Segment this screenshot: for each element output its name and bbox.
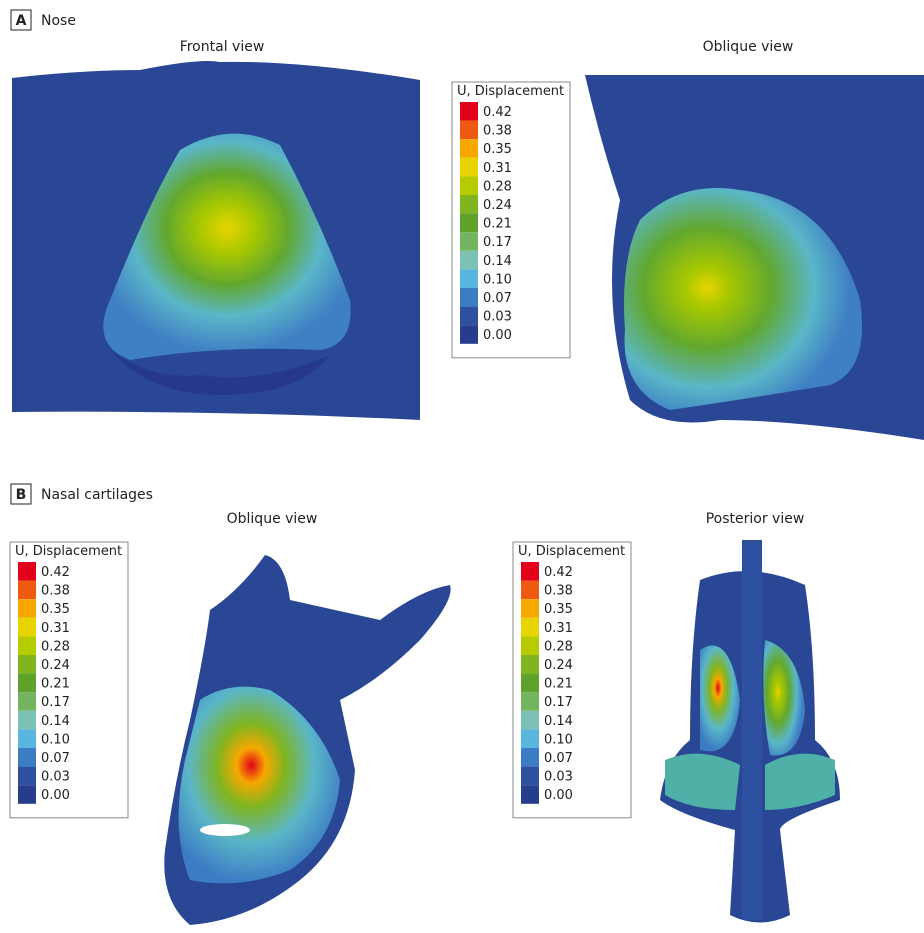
cartilage-posterior-render bbox=[660, 540, 840, 923]
oblique-nose-render bbox=[585, 75, 924, 440]
legend-title: U, Displacement bbox=[15, 544, 122, 559]
legend-swatch bbox=[18, 599, 36, 618]
legend-label: 0.03 bbox=[544, 770, 573, 785]
legend-swatch bbox=[460, 214, 478, 233]
legend-label: 0.17 bbox=[483, 235, 512, 250]
legend-label: 0.24 bbox=[41, 658, 70, 673]
legend-swatch bbox=[521, 562, 539, 581]
legend-swatch bbox=[460, 121, 478, 140]
panel-title: Nose bbox=[41, 13, 76, 29]
legend-label: 0.14 bbox=[41, 714, 70, 729]
legend-label: 0.31 bbox=[544, 621, 573, 636]
legend-swatch bbox=[521, 599, 539, 618]
legend-label: 0.03 bbox=[41, 770, 70, 785]
view-label: Frontal view bbox=[180, 39, 265, 55]
legend-swatch bbox=[18, 562, 36, 581]
legend-swatch bbox=[460, 232, 478, 251]
legend-swatch bbox=[521, 636, 539, 655]
legend-label: 0.21 bbox=[483, 217, 512, 232]
legend-swatch bbox=[18, 655, 36, 674]
view-label: Oblique view bbox=[227, 511, 318, 527]
legend-swatch bbox=[521, 692, 539, 711]
color-legend: U, Displacement 0.42 0.38 0.35 0.31 0.28 0.24 0… bbox=[513, 542, 631, 818]
panel-title: Nasal cartilages bbox=[41, 487, 153, 503]
legend-label: 0.24 bbox=[544, 658, 573, 673]
legend-swatch bbox=[521, 581, 539, 600]
legend-label: 0.38 bbox=[544, 584, 573, 599]
legend-swatch bbox=[521, 655, 539, 674]
legend-label: 0.14 bbox=[544, 714, 573, 729]
view-label: Posterior view bbox=[706, 511, 805, 527]
legend-label: 0.35 bbox=[41, 602, 70, 617]
legend-label: 0.28 bbox=[41, 639, 70, 654]
view-label: Oblique view bbox=[703, 39, 794, 55]
legend-swatch bbox=[460, 158, 478, 177]
figure-canvas: A Nose Frontal view Oblique view B Nasal… bbox=[0, 0, 924, 933]
legend-label: 0.38 bbox=[483, 124, 512, 139]
legend-label: 0.21 bbox=[41, 677, 70, 692]
legend-label: 0.10 bbox=[544, 732, 573, 747]
legend-label: 0.31 bbox=[41, 621, 70, 636]
legend-swatch bbox=[18, 618, 36, 637]
legend-swatch bbox=[460, 195, 478, 214]
legend-swatch bbox=[18, 729, 36, 748]
legend-swatch bbox=[460, 176, 478, 195]
legend-swatch bbox=[521, 711, 539, 730]
legend-swatch bbox=[521, 729, 539, 748]
legend-swatch bbox=[460, 288, 478, 307]
legend-swatch bbox=[18, 581, 36, 600]
frontal-nose-render bbox=[12, 61, 420, 420]
legend-label: 0.31 bbox=[483, 161, 512, 176]
legend-label: 0.42 bbox=[41, 565, 70, 580]
legend-swatch bbox=[460, 139, 478, 158]
legend-swatch bbox=[521, 748, 539, 767]
legend-swatch bbox=[521, 767, 539, 786]
legend-swatch bbox=[18, 692, 36, 711]
legend-label: 0.42 bbox=[544, 565, 573, 580]
legend-label: 0.07 bbox=[544, 751, 573, 766]
cartilage-oblique-render bbox=[164, 555, 450, 925]
legend-swatch bbox=[18, 767, 36, 786]
legend-label: 0.00 bbox=[544, 788, 573, 803]
legend-label: 0.38 bbox=[41, 584, 70, 599]
legend-swatch bbox=[460, 307, 478, 326]
legend-swatch bbox=[460, 102, 478, 121]
legend-label: 0.00 bbox=[41, 788, 70, 803]
legend-label: 0.42 bbox=[483, 105, 512, 120]
panel-letter: B bbox=[16, 487, 27, 503]
legend-swatch bbox=[460, 251, 478, 270]
color-legend: U, Displacement 0.42 0.38 0.35 0.31 0.28 0.24 0… bbox=[452, 82, 570, 358]
legend-swatch bbox=[521, 618, 539, 637]
legend-label: 0.07 bbox=[41, 751, 70, 766]
legend-swatch bbox=[460, 269, 478, 288]
legend-label: 0.35 bbox=[544, 602, 573, 617]
legend-swatch bbox=[18, 674, 36, 693]
legend-title: U, Displacement bbox=[518, 544, 625, 559]
legend-label: 0.03 bbox=[483, 310, 512, 325]
legend-label: 0.07 bbox=[483, 291, 512, 306]
legend-swatch bbox=[18, 711, 36, 730]
panel-letter: A bbox=[16, 13, 27, 29]
legend-label: 0.00 bbox=[483, 328, 512, 343]
legend-label: 0.21 bbox=[544, 677, 573, 692]
legend-label: 0.17 bbox=[41, 695, 70, 710]
figure: A Nose Frontal view Oblique view B Nasal… bbox=[0, 0, 924, 933]
legend-label: 0.14 bbox=[483, 254, 512, 269]
legend-label: 0.17 bbox=[544, 695, 573, 710]
legend-label: 0.24 bbox=[483, 198, 512, 213]
legend-label: 0.28 bbox=[483, 179, 512, 194]
legend-title: U, Displacement bbox=[457, 84, 564, 99]
legend-swatch bbox=[18, 748, 36, 767]
legend-swatch bbox=[460, 325, 478, 344]
legend-swatch bbox=[521, 785, 539, 804]
legend-swatch bbox=[18, 785, 36, 804]
legend-label: 0.28 bbox=[544, 639, 573, 654]
legend-swatch bbox=[18, 636, 36, 655]
legend-label: 0.10 bbox=[483, 272, 512, 287]
color-legend: U, Displacement 0.42 0.38 0.35 0.31 0.28 0.24 0… bbox=[10, 542, 128, 818]
legend-swatch bbox=[521, 674, 539, 693]
legend-label: 0.35 bbox=[483, 142, 512, 157]
legend-label: 0.10 bbox=[41, 732, 70, 747]
